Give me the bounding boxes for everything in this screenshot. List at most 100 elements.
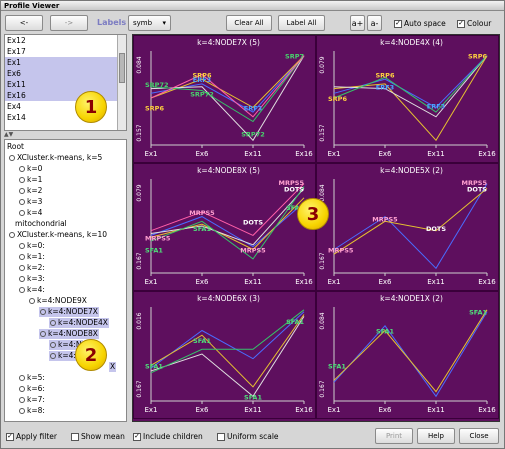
tree-node-kmeans5[interactable]: XCluster.k-means, k=5 [9, 153, 102, 163]
point-label: ERF3 [427, 103, 445, 111]
forward-button[interactable]: -> [50, 15, 88, 31]
tree-node-icon [9, 155, 15, 161]
point-label: SFA1 [469, 309, 487, 317]
clear-all-button[interactable]: Clear All [226, 15, 272, 31]
x-tick-label: Ex1 [327, 406, 340, 414]
tree-node-icon [19, 166, 25, 172]
point-label: SRP6 [145, 104, 164, 112]
list-scrollbar-thumb[interactable] [119, 53, 125, 83]
list-item[interactable]: Ex14 [7, 113, 26, 122]
tree-node-node-x[interactable]: X [109, 362, 117, 372]
split-divider[interactable]: ▲▼ [4, 131, 14, 138]
tree-node-node-s[interactable]: k=4: [49, 351, 77, 361]
tree-node-icon [19, 177, 25, 183]
point-label: SRP72 [241, 131, 265, 139]
profile-line [150, 309, 305, 374]
label-all-button[interactable]: Label All [278, 15, 325, 31]
tree-node[interactable]: k=5: [19, 373, 45, 383]
tree-node-icon [50, 342, 56, 348]
tree-node[interactable]: k=0: [19, 241, 45, 251]
point-label: SRP72 [145, 81, 169, 89]
tree-node[interactable]: k=2 [19, 186, 42, 196]
symbol-select[interactable]: symb ▾ [128, 15, 171, 31]
profile-line [150, 314, 305, 388]
tree-node-node7x[interactable]: k=4:NODE7X [39, 307, 99, 317]
list-item[interactable]: Ex17 [7, 47, 26, 56]
list-item[interactable]: Ex4 [7, 102, 21, 111]
list-item[interactable]: Ex6 [5, 68, 126, 79]
x-tick-label: Ex11 [427, 406, 444, 414]
window-title: Profile Viewer [4, 2, 60, 10]
x-tick-label: Ex6 [195, 150, 209, 158]
font-smaller-button[interactable]: a- [367, 15, 382, 31]
uniform-scale-checkbox[interactable]: Uniform scale [217, 432, 279, 441]
apply-filter-checkbox[interactable]: ✓ Apply filter [6, 432, 57, 441]
tree-node[interactable]: k=3: [19, 274, 45, 284]
tree-node-root[interactable]: Root [7, 142, 24, 151]
tree-node[interactable]: k=1 [19, 175, 42, 185]
profile-line [150, 183, 305, 237]
uniform-scale-label: Uniform scale [227, 432, 279, 441]
list-item[interactable]: Ex11 [5, 79, 126, 90]
tree-node[interactable]: k=7: [19, 395, 45, 405]
point-label: MRPS5 [240, 247, 266, 255]
x-tick-label: Ex16 [478, 278, 496, 286]
toolbar: <- -> Labels symb ▾ Clear All Label All … [1, 12, 504, 34]
profile-line [333, 183, 488, 270]
point-label: MRPS5 [328, 247, 354, 255]
tree-node-kmeans10[interactable]: XCluster.k-means, k=10 [9, 230, 107, 240]
tree-node-icon [19, 265, 25, 271]
help-button[interactable]: Help [417, 428, 455, 444]
tree-node[interactable]: k=3 [19, 197, 42, 207]
back-button[interactable]: <- [5, 15, 43, 31]
x-tick-label: Ex1 [327, 150, 340, 158]
tree-node[interactable]: k=4 [19, 208, 42, 218]
auto-space-label: Auto space [404, 19, 446, 28]
list-item[interactable]: Ex1 [5, 57, 126, 68]
profile-line [333, 55, 488, 113]
tree-node-icon [19, 408, 25, 414]
font-bigger-button[interactable]: a+ [350, 15, 365, 31]
list-item[interactable]: Ex12 [7, 36, 26, 45]
profile-line [150, 55, 305, 142]
panel-border [316, 291, 499, 419]
show-mean-check-icon [71, 432, 79, 441]
cluster-tree[interactable]: Root XCluster.k-means, k=5 k=0 k=1 k=2 k… [4, 139, 127, 422]
profile-line [150, 55, 305, 118]
tree-node[interactable]: k=0 [19, 164, 42, 174]
tree-node[interactable]: k=2: [19, 263, 45, 273]
tree-node[interactable]: k=6: [19, 384, 45, 394]
tree-node-node4x[interactable]: k=4:NODE4X [49, 318, 109, 328]
profile-line [150, 202, 305, 248]
profile-plots-area[interactable]: Ex1 Ex6 Ex11 Ex16 k=4:NODE7X (5) 0.084 0.157 SR… [132, 34, 500, 422]
y-min-label: 0.167 [136, 252, 143, 269]
colour-check-icon: ✓ [457, 19, 465, 28]
experiment-list[interactable]: Ex12 Ex17 Ex1 Ex6 Ex11 Ex16 Ex4 Ex14 [4, 34, 127, 131]
tree-node-node-n[interactable]: k=4:N [49, 340, 83, 350]
colour-checkbox[interactable]: ✓ Colour [457, 19, 491, 28]
auto-space-checkbox[interactable]: ✓ Auto space [394, 19, 446, 28]
tree-node-node8x[interactable]: k=4:NODE8X [39, 329, 99, 339]
close-button[interactable]: Close [459, 428, 499, 444]
print-button[interactable]: Print [375, 428, 413, 444]
colour-label: Colour [467, 19, 492, 28]
y-max-label: 0.016 [136, 312, 143, 329]
profile-line [333, 309, 488, 393]
tree-node-node9x[interactable]: k=4:NODE9X [29, 296, 87, 306]
list-item[interactable]: Ex16 [5, 90, 126, 101]
tree-node-icon [50, 353, 56, 359]
x-tick-label: Ex16 [295, 406, 313, 414]
tree-node-icon [19, 254, 25, 260]
tree-node[interactable]: k=8: [19, 406, 45, 416]
show-mean-label: Show mean [81, 432, 125, 441]
point-label: SFA1 [376, 328, 394, 336]
callout-1: 1 [75, 91, 107, 123]
list-scrollbar[interactable] [117, 35, 126, 130]
tree-node[interactable]: k=1: [19, 252, 45, 262]
include-children-checkbox[interactable]: ✓ Include children [133, 432, 203, 441]
point-label: SFA1 [244, 393, 262, 401]
tree-node[interactable]: k=4: [19, 285, 45, 295]
panel-border [133, 291, 316, 419]
tree-node-mitochondrial[interactable]: mitochondrial [15, 219, 67, 228]
show-mean-checkbox[interactable]: Show mean [71, 432, 125, 441]
